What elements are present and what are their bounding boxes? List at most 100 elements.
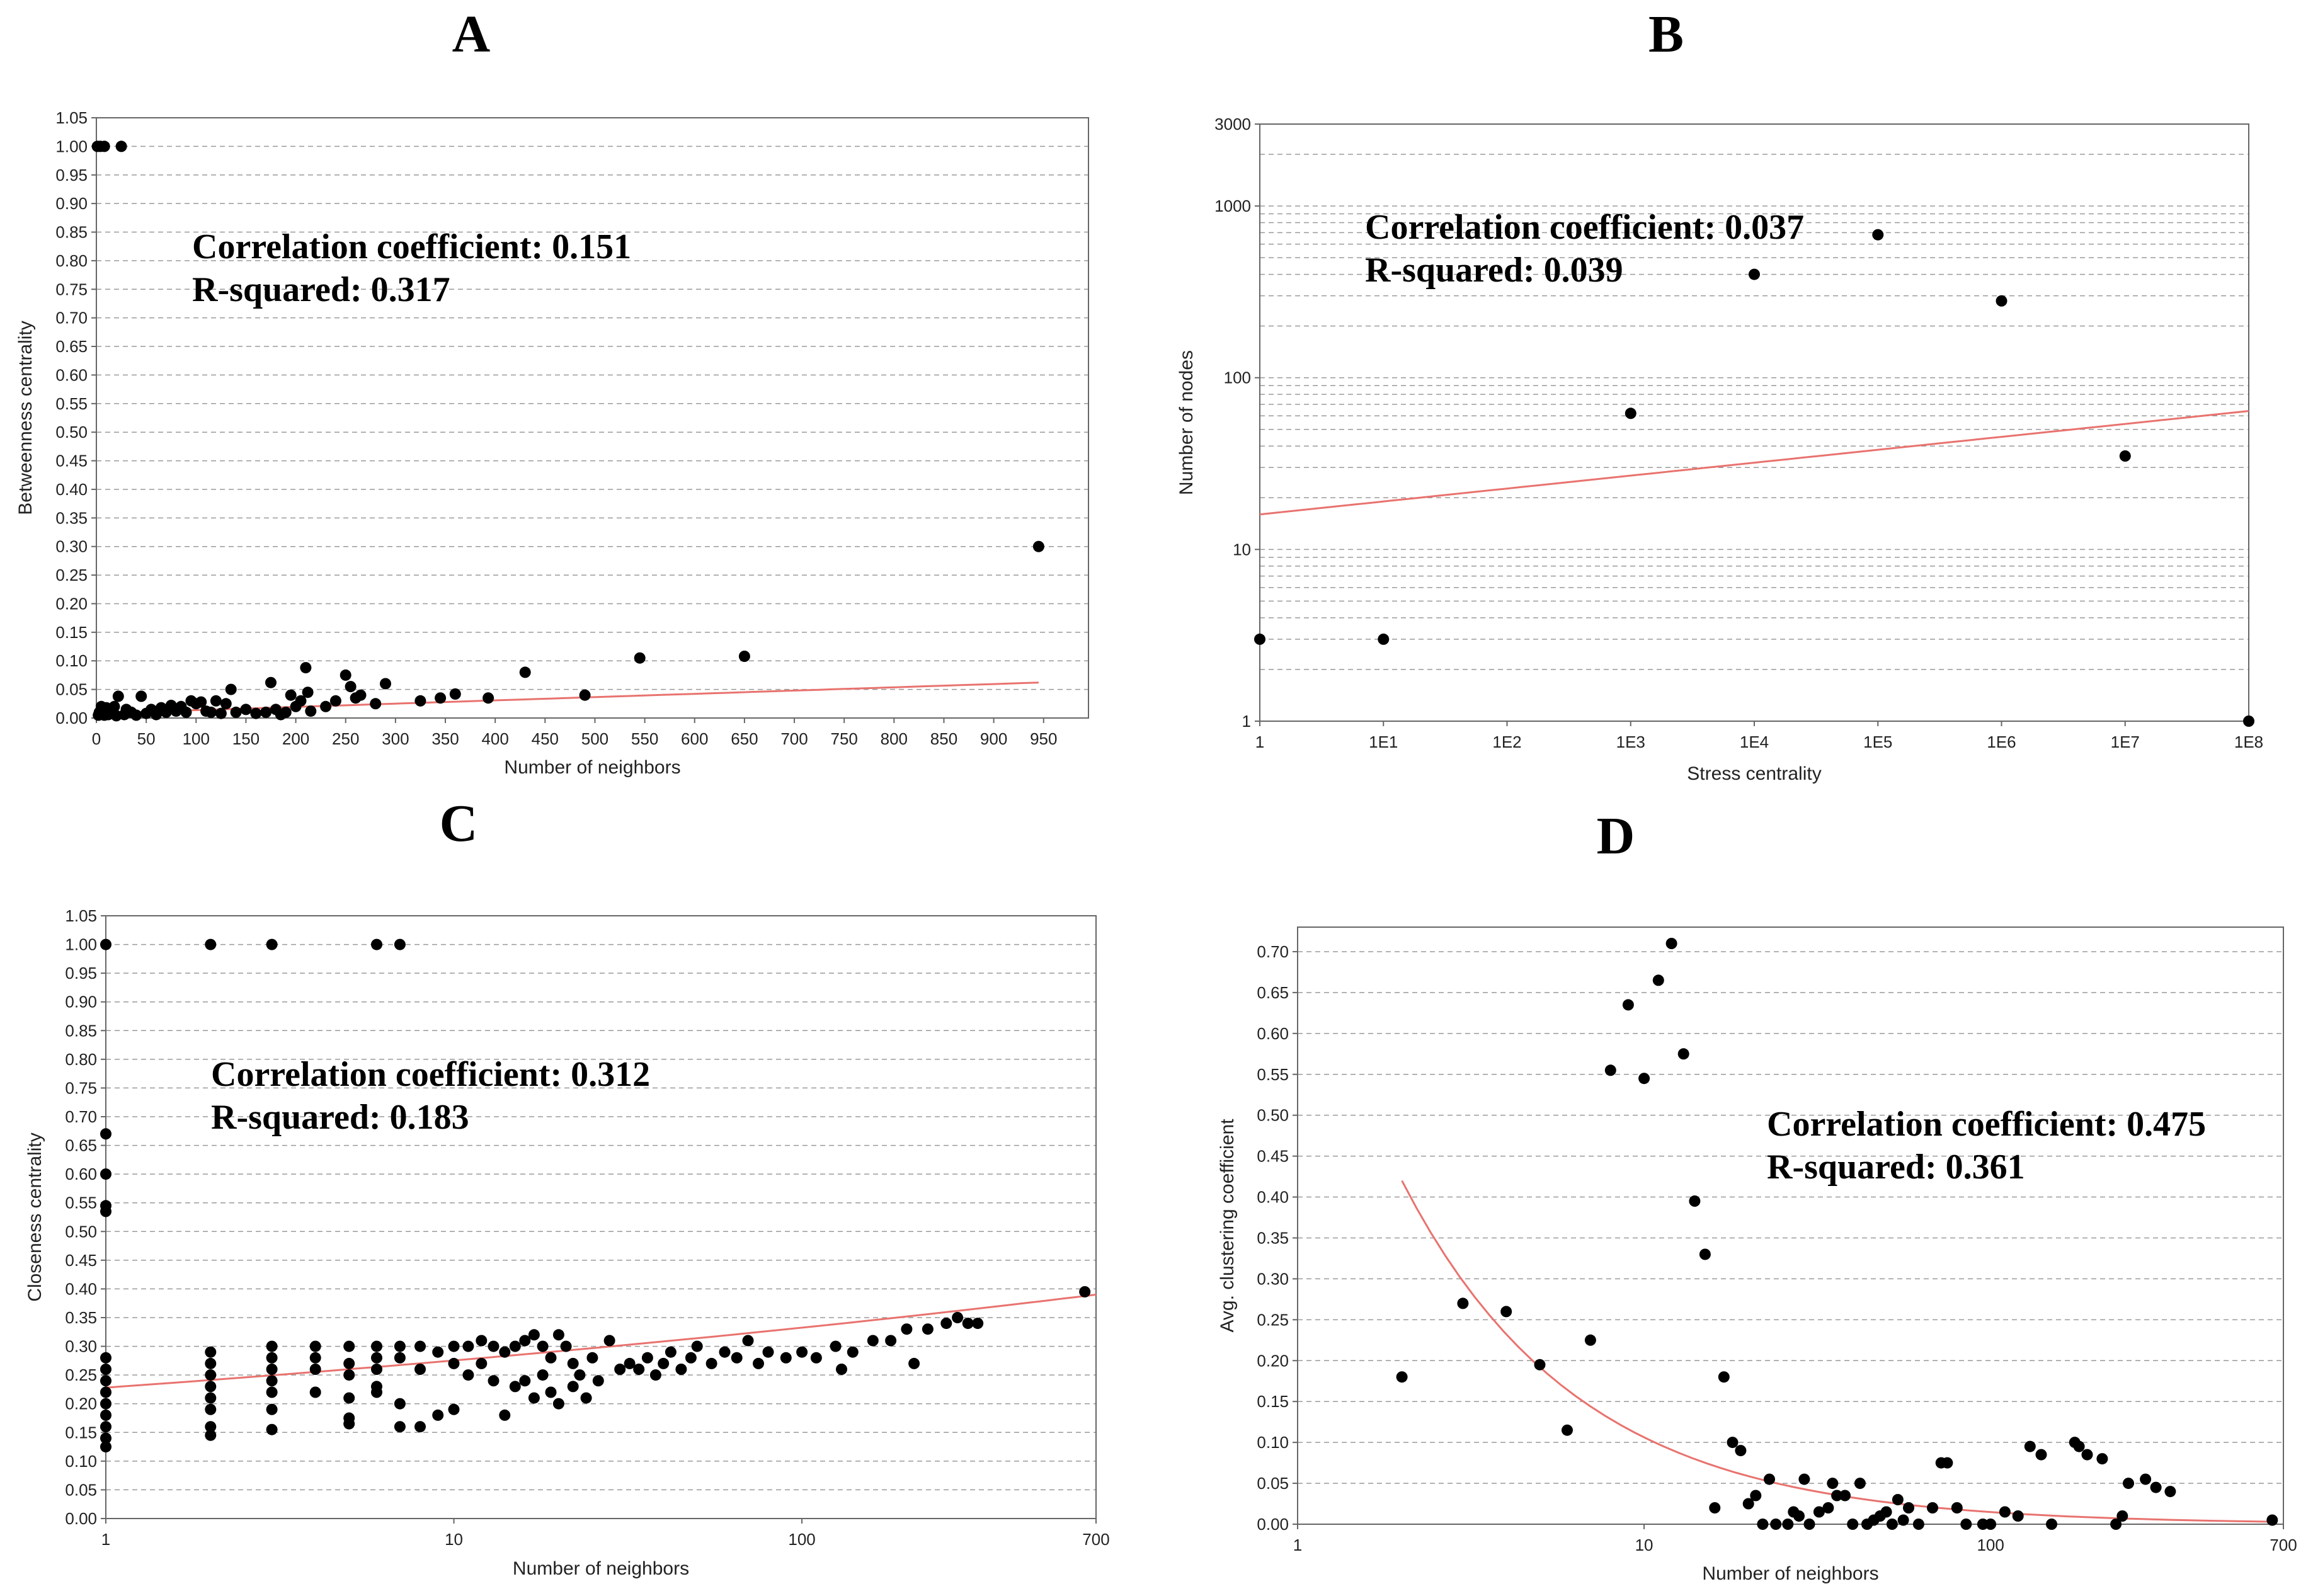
data-point	[579, 689, 591, 701]
y-tick-label: 1.05	[65, 906, 97, 925]
data-point	[476, 1357, 488, 1369]
data-point	[305, 705, 317, 717]
data-point	[1892, 1494, 1904, 1505]
data-point	[371, 1386, 382, 1398]
data-points	[100, 938, 1091, 1453]
data-point	[205, 1346, 217, 1358]
x-tick-label: 0	[92, 729, 101, 748]
data-point	[1854, 1478, 1866, 1490]
data-point	[100, 1206, 111, 1217]
x-tick-label: 1E8	[2234, 732, 2263, 751]
y-tick-label: 3000	[1214, 115, 1251, 134]
data-points	[1254, 229, 2254, 727]
data-point	[266, 1364, 278, 1375]
data-point	[1254, 633, 1265, 645]
data-point	[780, 1352, 792, 1364]
x-tick-label: 1E6	[1987, 732, 2016, 751]
data-point	[1718, 1371, 1730, 1383]
x-tick-label: 550	[631, 729, 658, 748]
data-point	[624, 1357, 636, 1369]
correlation-annotation: Correlation coefficient: 0.151 R-squared:…	[192, 227, 631, 309]
data-point	[265, 676, 277, 688]
data-point	[462, 1340, 474, 1352]
x-axis-label: Number of neighbors	[504, 757, 680, 778]
data-point	[1831, 1490, 1843, 1502]
y-tick-label: 0.10	[55, 651, 88, 670]
data-point	[603, 1335, 615, 1347]
y-tick-label: 0.35	[65, 1308, 97, 1327]
data-point	[2266, 1514, 2278, 1526]
data-point	[641, 1352, 653, 1364]
data-point	[355, 689, 367, 701]
data-point	[586, 1352, 598, 1364]
data-point	[1457, 1297, 1469, 1309]
y-tick-label: 0.55	[1257, 1065, 1289, 1084]
data-point	[371, 1352, 382, 1364]
data-point	[449, 688, 461, 700]
y-tick-label: 0.30	[65, 1337, 97, 1356]
data-point	[545, 1352, 557, 1364]
data-point	[285, 689, 297, 701]
data-point	[1847, 1519, 1859, 1530]
x-tick-label: 1E3	[1616, 732, 1645, 751]
data-point	[488, 1340, 500, 1352]
y-tick-label: 0.90	[55, 194, 88, 213]
panel-a: A 0.00 0.05 0.10 0.15 0.20 0.25 0.30 0.35 0.40 0.4…	[15, 5, 1089, 778]
y-tick-label: 0.50	[55, 423, 88, 442]
data-point	[952, 1312, 964, 1323]
data-point	[867, 1335, 879, 1347]
data-point	[1827, 1478, 1839, 1490]
data-point	[115, 140, 127, 152]
data-point	[1803, 1519, 1815, 1530]
x-tick-label: 1	[1293, 1536, 1302, 1554]
y-axis: 0.00 0.05 0.10 0.15 0.20 0.25 0.30 0.35 0.40 0.45…	[65, 906, 106, 1528]
data-point	[100, 1409, 111, 1421]
y-tick-label: 0.10	[65, 1452, 97, 1471]
data-point	[1999, 1506, 2011, 1518]
data-point	[380, 678, 391, 690]
r-squared-text: R-squared: 0.039	[1365, 251, 1623, 290]
data-point	[796, 1346, 808, 1358]
x-axis-label: Stress centrality	[1687, 763, 1821, 784]
data-point	[2119, 450, 2131, 462]
data-point	[100, 1128, 111, 1140]
data-point	[1960, 1519, 1972, 1530]
x-axis-label: Number of neighbors	[513, 1558, 689, 1579]
data-point	[545, 1386, 557, 1398]
plot-frame	[105, 915, 1097, 1519]
data-point	[1689, 1195, 1701, 1207]
x-tick-label: 50	[137, 729, 156, 748]
data-point	[847, 1346, 859, 1358]
y-tick-label: 0.90	[65, 993, 97, 1012]
correlation-coefficient-text: Correlation coefficient: 0.475	[1767, 1105, 2206, 1144]
data-point	[1749, 268, 1760, 280]
y-tick-label: 0.20	[55, 594, 88, 613]
data-point	[1951, 1502, 1963, 1513]
y-tick-label: 0.65	[65, 1136, 97, 1155]
y-tick-label: 0.15	[65, 1423, 97, 1442]
y-tick-label: 0.50	[65, 1222, 97, 1241]
data-point	[302, 687, 314, 698]
x-tick-label: 900	[980, 729, 1007, 748]
y-tick-label: 0.00	[1257, 1515, 1289, 1534]
y-tick-label: 0.50	[1257, 1106, 1289, 1125]
x-tick-label: 150	[232, 729, 260, 748]
y-tick-label: 0.60	[65, 1165, 97, 1183]
data-point	[435, 692, 447, 704]
data-point	[885, 1335, 897, 1347]
data-point	[394, 1421, 406, 1433]
data-point	[1699, 1248, 1711, 1260]
y-tick-label: 0.70	[65, 1107, 97, 1126]
data-point	[200, 705, 212, 717]
data-point	[592, 1375, 604, 1387]
data-point	[100, 1432, 111, 1444]
x-tick-label: 100	[1977, 1536, 2004, 1554]
data-point	[414, 1421, 426, 1433]
data-point	[922, 1323, 934, 1335]
y-tick-label: 0.40	[65, 1279, 97, 1298]
y-tick-label: 0.15	[55, 623, 88, 642]
trend-line	[105, 1294, 1097, 1389]
correlation-coefficient-text: Correlation coefficient: 0.312	[211, 1055, 650, 1094]
data-point	[476, 1335, 488, 1347]
data-point	[394, 938, 406, 950]
